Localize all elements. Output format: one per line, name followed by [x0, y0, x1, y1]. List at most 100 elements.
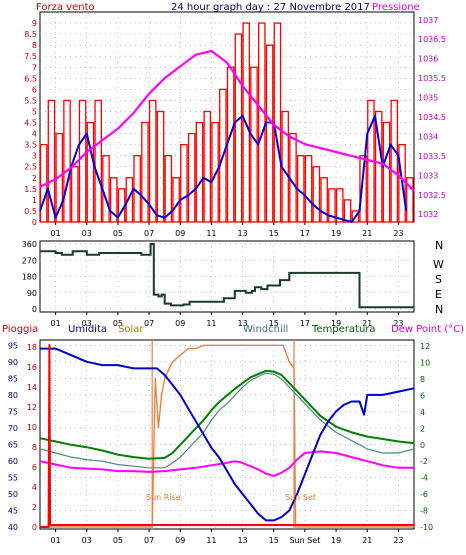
wind-speed-tick: 8	[32, 41, 37, 50]
temperature-tick: 12	[420, 342, 430, 351]
header-right-label: Pressione	[372, 2, 420, 13]
direction-tick: 90	[27, 289, 37, 298]
x-tick-label: 19	[331, 319, 341, 328]
wind-speed-tick: 6	[32, 85, 37, 94]
x-tick-label: 23	[393, 536, 403, 545]
x-tick-label: 21	[362, 536, 372, 545]
wind-speed-bar	[203, 110, 212, 223]
x-tick-label: 07	[144, 229, 154, 238]
wind-speed-bar	[148, 99, 157, 223]
temperature-tick: 8	[420, 375, 425, 384]
pressure-tick: 1034	[418, 132, 438, 141]
wind-speed-tick: 5	[32, 107, 37, 116]
wind-speed-bar	[109, 177, 118, 223]
x-tick-label: 03	[82, 229, 92, 238]
x-tick-label: 07	[144, 319, 154, 328]
humidity-tick: 60	[8, 457, 18, 466]
header-title: 24 hour graph day : 27 Novembre 2017	[171, 2, 370, 13]
wind-speed-tick: 2	[32, 174, 37, 183]
legend-solar: Solar	[118, 324, 144, 335]
temperature-tick: 0	[420, 441, 425, 450]
dewpoint-line	[39, 450, 414, 477]
x-tick-label: 09	[175, 229, 185, 238]
temperature-tick: -4	[420, 474, 428, 483]
x-tick-label: 17	[300, 319, 310, 328]
x-tick-label: 21	[362, 319, 372, 328]
pressure-tick: 1037	[418, 16, 438, 25]
x-tick-label: 05	[113, 536, 123, 545]
x-tick-label: 13	[237, 229, 247, 238]
x-tick-label: 23	[393, 229, 403, 238]
humidity-tick: 65	[8, 440, 18, 449]
rain-tick: 12	[27, 403, 37, 412]
rain-tick: 6	[32, 463, 37, 472]
rain-tick: 4	[32, 483, 37, 492]
wind-speed-bar	[312, 166, 321, 223]
x-tick-label: 15	[269, 536, 279, 545]
wind-speed-bar	[359, 155, 367, 223]
temperature-tick: 2	[420, 424, 425, 433]
temperature-tick: 4	[420, 408, 425, 417]
wind-speed-tick: 7.5	[24, 52, 37, 61]
x-tick-label: 17	[300, 229, 310, 238]
wind-speed-bar	[86, 121, 95, 223]
wind-speed-bar	[156, 110, 165, 223]
pressure-tick: 1032	[418, 210, 438, 219]
direction-tick: 270	[22, 256, 37, 265]
rain-tick: 14	[27, 383, 37, 392]
x-tick-label: 19	[331, 229, 341, 238]
pressure-tick: 1035	[418, 94, 438, 103]
pressure-line	[39, 49, 415, 192]
temperature-tick: 6	[420, 391, 425, 400]
panel2-series	[40, 243, 414, 309]
rain-tick: 18	[27, 343, 37, 352]
cardinal-label-3: E	[435, 288, 442, 301]
humidity-tick: 45	[8, 506, 18, 515]
wind-speed-tick: 3	[32, 152, 37, 161]
cardinal-label-0: N	[435, 239, 443, 252]
wind-speed-bar	[335, 188, 344, 223]
wind-gust-line	[39, 114, 408, 223]
x-tick-label: 13	[237, 319, 247, 328]
panel2-ticks: 0 90 180 270 360 01 03 05 07 09 11 13 15 17 19 21 23	[22, 240, 404, 328]
x-tick-label: 05	[113, 319, 123, 328]
wind-speed-tick: 1.5	[24, 185, 37, 194]
panel2-grid	[40, 241, 414, 312]
direction-tick: 180	[22, 273, 37, 282]
direction-tick: 0	[32, 305, 37, 314]
x-tick-label: 13	[237, 536, 247, 545]
wind-speed-bar	[187, 132, 196, 223]
rain-tick: 8	[32, 443, 37, 452]
humidity-tick: 40	[8, 523, 18, 532]
header-left-label: Forza vento	[36, 2, 95, 13]
direction-tick: 360	[22, 240, 37, 249]
legend-umidita: Umidita	[68, 324, 107, 335]
wind-speed-tick: 9	[32, 19, 37, 28]
cardinal-label-2: S	[435, 273, 442, 286]
x-tick-label: 07	[144, 536, 154, 545]
pressure-tick: 1036.5	[418, 35, 446, 44]
wind-speed-tick: 0.5	[24, 207, 37, 216]
x-tick-label: 05	[113, 229, 123, 238]
wind-speed-bar	[164, 155, 173, 223]
humidity-tick: 80	[8, 391, 18, 400]
x-tick-label: 15	[269, 229, 279, 238]
wind-speed-tick: 2.5	[24, 163, 37, 172]
wind-speed-bar	[125, 177, 134, 223]
wind-speed-bar	[219, 88, 227, 223]
temperature-tick: -10	[420, 523, 433, 532]
wind-speed-bar	[180, 143, 188, 223]
panel1-series	[39, 22, 415, 223]
x-tick-label: 01	[50, 319, 60, 328]
wind-speed-bar	[63, 99, 71, 223]
pressure-tick: 1035.5	[418, 74, 446, 83]
wind-speed-tick: 7	[32, 63, 37, 72]
pressure-tick: 1033.5	[418, 152, 446, 161]
x-tick-label: 01	[50, 229, 60, 238]
wind-speed-tick: 4	[32, 130, 37, 139]
x-tick-label: 23	[393, 319, 403, 328]
temperature-tick: -2	[420, 457, 428, 466]
wind-speed-bar	[242, 22, 251, 223]
wind-speed-bar	[94, 99, 102, 223]
